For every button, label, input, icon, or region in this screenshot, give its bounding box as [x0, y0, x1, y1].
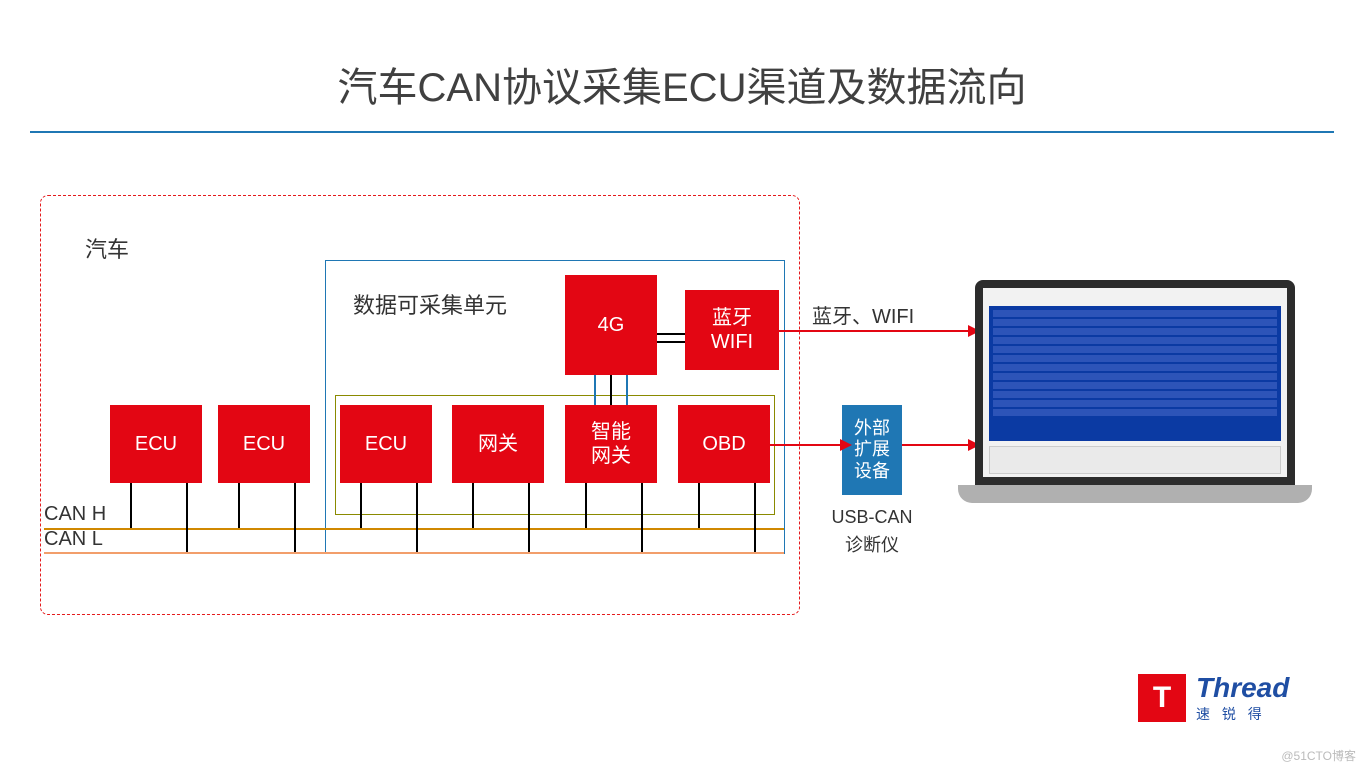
brand-logo: T Thread 速 锐 得	[1138, 672, 1289, 724]
ext-sub-2: 诊断仪	[822, 531, 922, 557]
laptop-base	[958, 485, 1312, 503]
watermark: @51CTO博客	[1281, 747, 1356, 764]
laptop-screen	[975, 280, 1295, 485]
logo-text-top: Thread	[1196, 672, 1289, 704]
wireless-link	[657, 333, 685, 343]
logo-mark-icon: T	[1138, 674, 1186, 722]
data-unit-label: 数据可采集单元	[345, 288, 515, 320]
node-bt: 蓝牙WIFI	[685, 290, 779, 370]
node-ecu2: ECU	[218, 405, 310, 483]
node-ecu1: ECU	[110, 405, 202, 483]
can-h-line	[44, 528, 784, 530]
arrow-label-wifi: 蓝牙、WIFI	[812, 300, 914, 329]
node-sgw: 智能网关	[565, 405, 657, 483]
logo-text: Thread 速 锐 得	[1196, 672, 1289, 724]
node-ecu3: ECU	[340, 405, 432, 483]
diagram-canvas: 汽车 数据可采集单元 4G蓝牙WIFI ECUECUECU网关智能网关OBD 外…	[0, 0, 1364, 768]
can-h-label: CAN H	[44, 503, 106, 526]
node-obd: OBD	[678, 405, 770, 483]
logo-text-bot: 速 锐 得	[1196, 704, 1289, 724]
laptop-bottom-panel	[989, 446, 1281, 474]
can-l-label: CAN L	[44, 528, 103, 551]
laptop-screen-inner	[983, 288, 1287, 477]
laptop-data-rows	[993, 310, 1277, 437]
ext-sub-1: USB-CAN	[822, 507, 922, 528]
node-gw: 网关	[452, 405, 544, 483]
can-l-line	[44, 552, 784, 554]
car-label: 汽车	[85, 232, 129, 264]
node-4g: 4G	[565, 275, 657, 375]
laptop-app-window	[989, 306, 1281, 441]
